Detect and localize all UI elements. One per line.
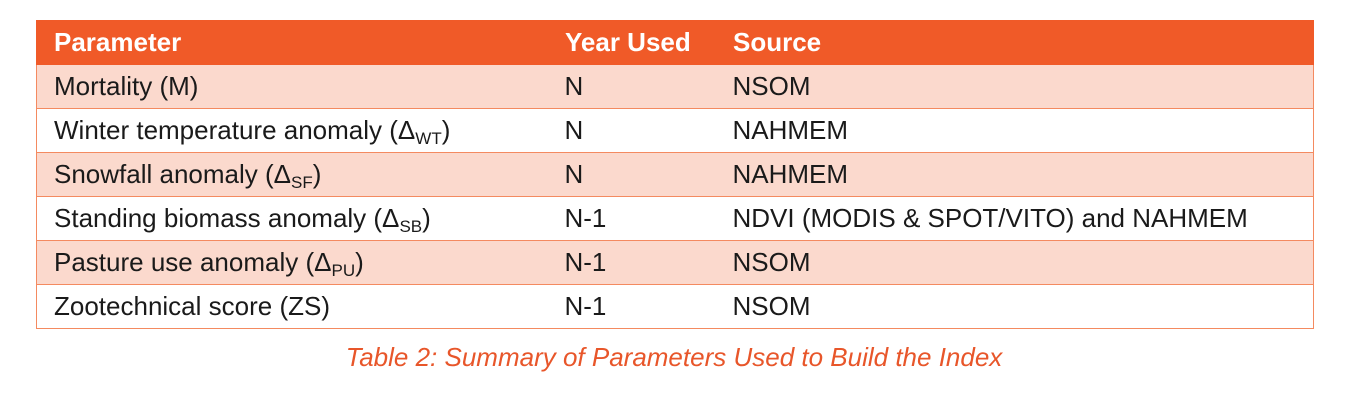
parameter-name: Standing biomass anomaly (Δ [54, 203, 400, 233]
table-row: Winter temperature anomaly (ΔWT) N NAHME… [36, 108, 1314, 153]
year-used-cell: N-1 [547, 196, 716, 241]
parameter-cell: Zootechnical score (ZS) [36, 284, 548, 329]
source-cell: NSOM [715, 284, 1314, 329]
parameter-close: ) [441, 115, 451, 145]
table-caption: Table 2: Summary of Parameters Used to B… [345, 342, 1003, 372]
year-used-cell: N [547, 64, 716, 109]
source-cell: NDVI (MODIS & SPOT/VITO) and NAHMEM [715, 196, 1314, 241]
parameter-subscript: PU [331, 261, 356, 280]
year-used-cell: N [547, 152, 716, 197]
parameter-cell: Winter temperature anomaly (ΔWT) [36, 108, 548, 153]
source-cell: NAHMEM [715, 108, 1314, 153]
source-cell: NAHMEM [715, 152, 1314, 197]
parameter-name: Zootechnical score (ZS) [54, 291, 330, 321]
parameter-name: Mortality (M) [54, 71, 199, 101]
source-cell: NSOM [715, 240, 1314, 285]
parameter-name: Winter temperature anomaly (Δ [54, 115, 416, 145]
parameters-table-container: Parameter Year Used Source Mortality (M)… [36, 20, 1314, 329]
parameter-close: ) [312, 159, 322, 189]
header-source: Source [715, 20, 1314, 65]
table-row: Zootechnical score (ZS) N-1 NSOM [36, 284, 1314, 329]
parameter-cell: Mortality (M) [36, 64, 548, 109]
parameter-close: ) [422, 203, 431, 233]
table-row: Pasture use anomaly (ΔPU) N-1 NSOM [36, 240, 1314, 285]
year-used-cell: N [547, 108, 716, 153]
table-row: Snowfall anomaly (ΔSF) N NAHMEM [36, 152, 1314, 197]
table-header-row: Parameter Year Used Source [36, 20, 1314, 65]
parameter-name: Pasture use anomaly (Δ [54, 247, 332, 277]
year-used-cell: N-1 [547, 240, 716, 285]
table-row: Standing biomass anomaly (ΔSB) N-1 NDVI … [36, 196, 1314, 241]
parameter-close: ) [355, 247, 364, 277]
parameter-cell: Pasture use anomaly (ΔPU) [36, 240, 548, 285]
header-parameter: Parameter [36, 20, 548, 65]
parameter-cell: Standing biomass anomaly (ΔSB) [36, 196, 548, 241]
header-year-used: Year Used [547, 20, 716, 65]
parameter-subscript: SF [291, 173, 313, 192]
source-cell: NSOM [715, 64, 1314, 109]
parameter-subscript: SB [399, 217, 423, 236]
parameter-name: Snowfall anomaly (Δ [54, 159, 292, 189]
parameter-cell: Snowfall anomaly (ΔSF) [36, 152, 548, 197]
table-row: Mortality (M) N NSOM [36, 64, 1314, 109]
parameters-table: Parameter Year Used Source Mortality (M)… [36, 20, 1314, 329]
parameter-subscript: WT [415, 129, 442, 148]
year-used-cell: N-1 [547, 284, 716, 329]
